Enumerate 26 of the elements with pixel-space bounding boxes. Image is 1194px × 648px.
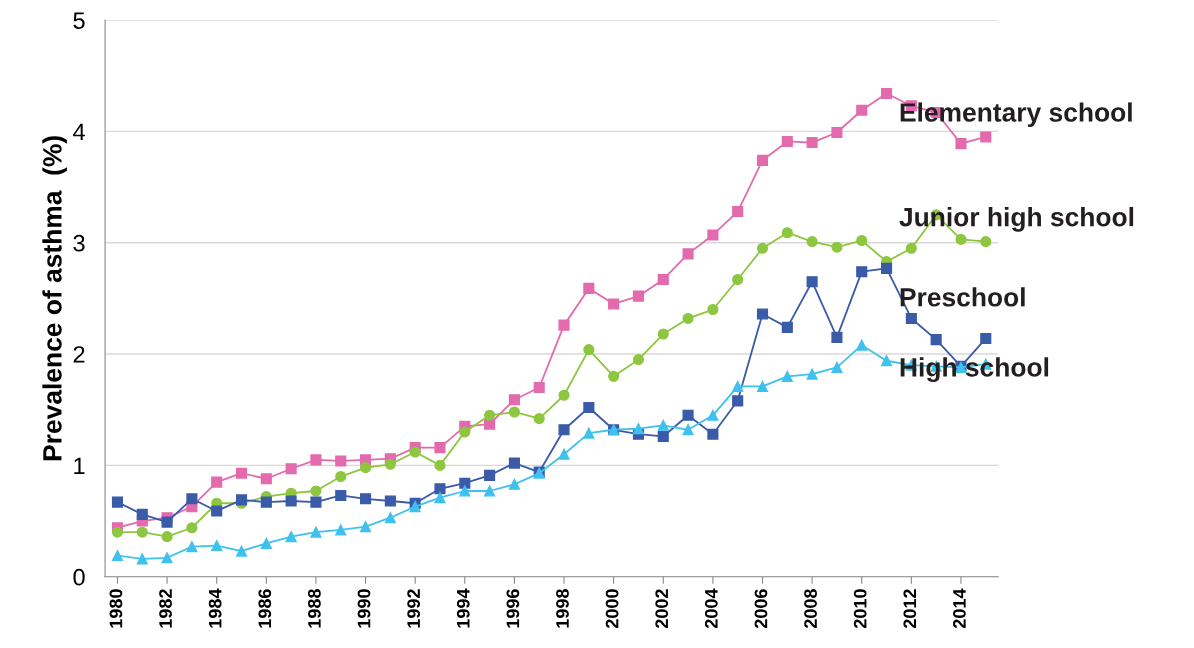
x-tick-label: 2014: [953, 588, 966, 629]
y-tick-label: 2: [73, 346, 85, 363]
x-tick-label: 1984: [208, 588, 222, 628]
x-tick-label: 1990: [357, 589, 371, 628]
x-tick-label: 1996: [506, 589, 520, 628]
x-tick-label: 2010: [853, 589, 867, 629]
series-label: Preschool: [900, 287, 1025, 307]
x-tick-label: 1992: [407, 589, 421, 628]
x-tick-label: 2004: [704, 588, 718, 629]
x-tick-label: 1998: [556, 589, 569, 628]
y-tick-label: 3: [73, 234, 85, 252]
x-tick-label: 1988: [308, 589, 321, 628]
x-tick-label: 2006: [754, 589, 768, 629]
x-tick-label: 2000: [605, 589, 619, 629]
x-tick-label: 2012: [903, 589, 917, 629]
y-axis-title: Prevalence of asthma (%): [42, 136, 67, 461]
y-tick-label: 5: [73, 12, 85, 29]
y-tick-label: 0: [73, 568, 85, 586]
x-tick-label: 1994: [456, 588, 470, 628]
x-tick-label: 1986: [258, 589, 272, 628]
y-tick-label: 4: [73, 123, 85, 140]
x-tick-label: 2002: [655, 589, 669, 629]
y-tick-label: 1: [74, 457, 85, 474]
x-tick-label: 2008: [804, 589, 817, 629]
x-tick-label: 1982: [159, 589, 172, 628]
x-tick-label: 1980: [109, 589, 123, 628]
